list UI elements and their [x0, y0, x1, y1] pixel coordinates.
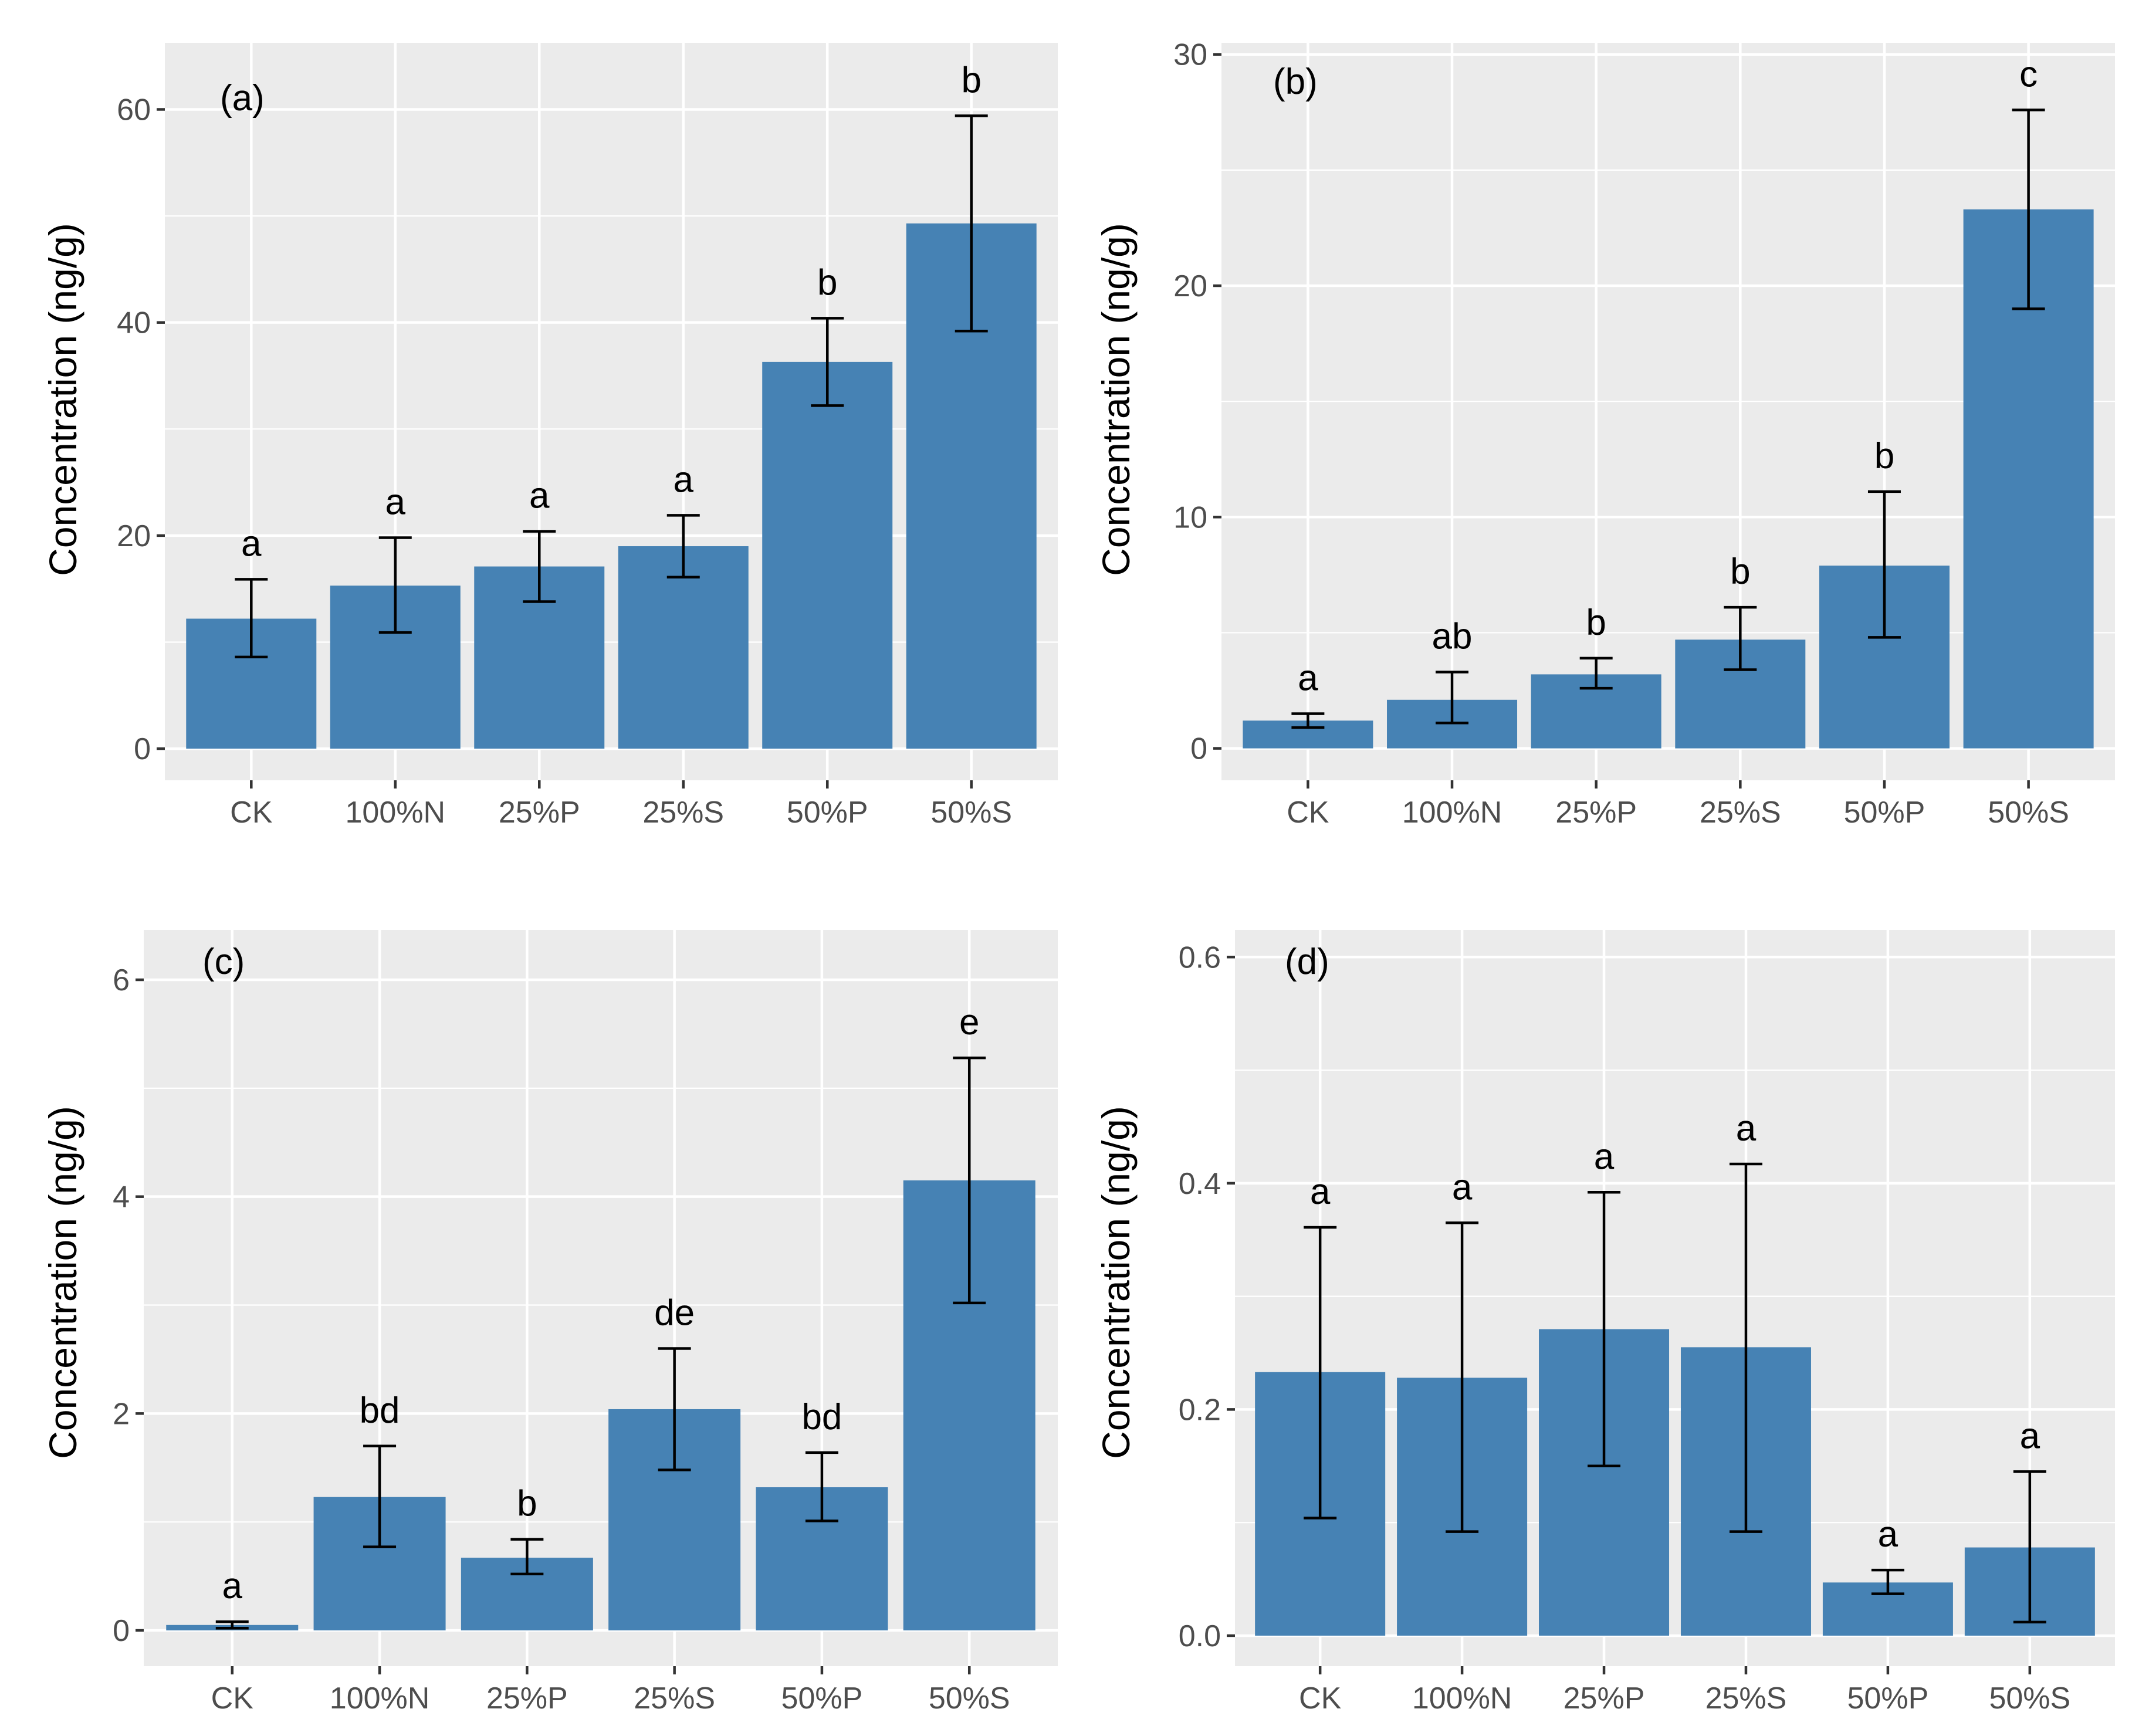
- significance-letter: b: [1874, 436, 1894, 476]
- significance-letter: b: [961, 60, 981, 100]
- significance-letter: de: [654, 1292, 695, 1333]
- panel-tag: (c): [202, 942, 245, 982]
- y-tick-label: 4: [113, 1180, 130, 1214]
- y-axis-title: Concentration (ng/g): [1094, 1106, 1138, 1459]
- y-tick-label: 0: [134, 732, 151, 766]
- y-tick-label: 2: [113, 1397, 130, 1431]
- significance-letter: a: [2020, 1416, 2040, 1456]
- y-tick-label: 20: [1173, 269, 1207, 303]
- significance-letter: a: [222, 1566, 243, 1606]
- y-tick-label: 20: [117, 519, 151, 553]
- panel-tag: (b): [1273, 62, 1318, 102]
- y-tick-label: 0.0: [1179, 1619, 1221, 1653]
- x-tick-label: CK: [211, 1681, 254, 1715]
- x-tick-label: 25%P: [499, 796, 580, 830]
- x-tick-label: 100%N: [345, 796, 445, 830]
- panel-tag: (a): [220, 78, 265, 119]
- x-tick-label: 50%S: [1989, 1681, 2070, 1715]
- significance-letter: a: [385, 482, 406, 523]
- x-tick-label: 25%P: [486, 1681, 568, 1715]
- y-axis-title: Concentration (ng/g): [41, 1106, 84, 1459]
- x-tick-label: CK: [230, 796, 273, 830]
- significance-letter: a: [1878, 1514, 1898, 1555]
- plot-area: 0 10 20 30 a CK ab 100%N b 25%P b 25%S b 50%P c 50%S: [1173, 38, 2115, 830]
- bar-50%P: [762, 361, 893, 749]
- x-tick-label: 100%N: [1402, 796, 1502, 830]
- y-axis-title: Concentration (ng/g): [1094, 223, 1138, 576]
- x-tick-label: 50%P: [781, 1681, 863, 1715]
- y-tick-label: 30: [1173, 38, 1207, 72]
- significance-letter: a: [1594, 1136, 1615, 1177]
- significance-letter: b: [1586, 603, 1606, 643]
- x-tick-label: CK: [1299, 1681, 1342, 1715]
- significance-letter: a: [241, 523, 262, 564]
- panel-tag: (d): [1285, 942, 1329, 982]
- x-tick-label: 50%S: [930, 796, 1012, 830]
- panel-b: 0 10 20 30 a CK ab 100%N b 25%P b 25%S b 50%P c 50%S Co…: [1094, 38, 2115, 830]
- significance-letter: a: [1452, 1167, 1473, 1207]
- significance-letter: a: [529, 476, 550, 516]
- x-tick-label: 50%S: [1988, 796, 2069, 830]
- y-tick-label: 0: [1190, 732, 1207, 766]
- significance-letter: a: [1310, 1172, 1331, 1212]
- significance-letter: ab: [1432, 616, 1473, 657]
- significance-letter: bd: [801, 1397, 842, 1437]
- x-tick-label: 50%P: [1844, 796, 1925, 830]
- panel-c: 0 2 4 6 a CK bd 100%N b 25%P de 25%S bd 50%P e 50%S Con…: [41, 930, 1058, 1715]
- significance-letter: e: [959, 1002, 979, 1043]
- bar-25%S: [618, 546, 749, 749]
- x-tick-label: 25%P: [1563, 1681, 1645, 1715]
- y-tick-label: 40: [117, 306, 151, 340]
- x-tick-label: 100%N: [330, 1681, 430, 1715]
- y-tick-label: 60: [117, 93, 151, 127]
- x-tick-label: 25%S: [642, 796, 724, 830]
- x-tick-label: 25%P: [1555, 796, 1637, 830]
- y-tick-label: 0.2: [1179, 1393, 1221, 1427]
- plot-area: 0 20 40 60 a CK a 100%N a 25%P a 25%S b 50%P b 50%S: [117, 43, 1058, 830]
- significance-letter: c: [2019, 54, 2038, 94]
- significance-letter: a: [673, 459, 693, 500]
- significance-letter: b: [1730, 551, 1750, 592]
- significance-letter: bd: [360, 1390, 400, 1431]
- x-tick-label: 50%S: [929, 1681, 1010, 1715]
- x-tick-label: 50%P: [787, 796, 868, 830]
- y-tick-label: 6: [113, 963, 130, 997]
- y-axis-title: Concentration (ng/g): [41, 223, 84, 576]
- significance-letter: a: [1736, 1108, 1757, 1149]
- x-tick-label: 50%P: [1847, 1681, 1929, 1715]
- x-tick-label: 25%S: [634, 1681, 715, 1715]
- x-tick-label: CK: [1287, 796, 1329, 830]
- y-tick-label: 0: [113, 1614, 130, 1648]
- y-tick-label: 0.4: [1179, 1167, 1221, 1201]
- plot-area: 0.0 0.2 0.4 0.6 a CK a 100%N a 25%P a 25%S a 50%P a 50%…: [1179, 930, 2115, 1715]
- y-tick-label: 0.6: [1179, 940, 1221, 974]
- significance-letter: a: [1298, 658, 1318, 698]
- significance-letter: b: [517, 1484, 537, 1524]
- plot-area: 0 2 4 6 a CK bd 100%N b 25%P de 25%S bd 50%P e 50%S: [113, 930, 1058, 1715]
- x-tick-label: 100%N: [1412, 1681, 1512, 1715]
- x-tick-label: 25%S: [1705, 1681, 1787, 1715]
- significance-letter: b: [817, 262, 837, 303]
- y-tick-label: 10: [1173, 500, 1207, 534]
- x-tick-label: 25%S: [1700, 796, 1781, 830]
- panel-a: 0 20 40 60 a CK a 100%N a 25%P a 25%S b 50%P b 50%S Con…: [41, 43, 1058, 830]
- panel-d: 0.0 0.2 0.4 0.6 a CK a 100%N a 25%P a 25%S a 50%P a 50%…: [1094, 930, 2115, 1715]
